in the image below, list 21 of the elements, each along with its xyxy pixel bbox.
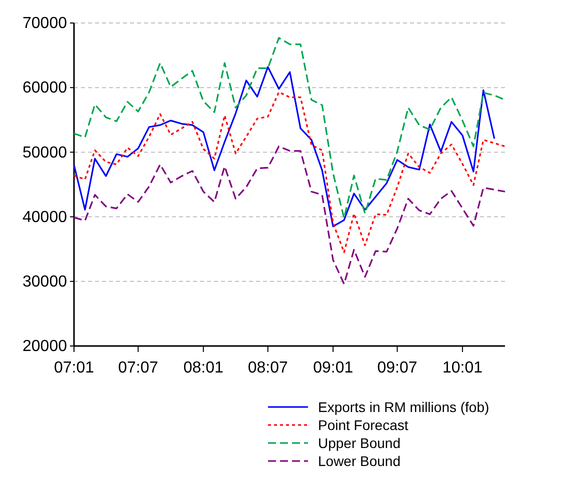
x-tick-label: 09:07	[377, 360, 418, 377]
line-series	[73, 66, 496, 228]
y-tick-label: 30000	[22, 274, 68, 291]
y-tick-label: 20000	[22, 338, 68, 356]
y-tick-label: 70000	[22, 15, 68, 32]
line-series	[73, 146, 506, 285]
y-tick-label: 60000	[22, 80, 68, 97]
x-tick-label: 07:07	[118, 360, 158, 377]
legend-label: Exports in RM millions (fob)	[318, 399, 490, 415]
line-series	[73, 91, 506, 254]
x-tick-label: 08:07	[248, 360, 288, 377]
x-tick-label: 08:01	[183, 360, 224, 377]
legend-label: Upper Bound	[318, 435, 401, 451]
legend-label: Point Forecast	[318, 417, 408, 433]
x-tick-label: 07:01	[54, 360, 94, 377]
y-tick-label: 50000	[22, 144, 68, 162]
x-tick-label: 10:01	[442, 360, 483, 377]
legend-label: Lower Bound	[318, 453, 401, 469]
x-tick-label: 09:01	[313, 360, 354, 377]
line-series	[73, 37, 506, 219]
y-tick-label: 40000	[22, 208, 68, 226]
